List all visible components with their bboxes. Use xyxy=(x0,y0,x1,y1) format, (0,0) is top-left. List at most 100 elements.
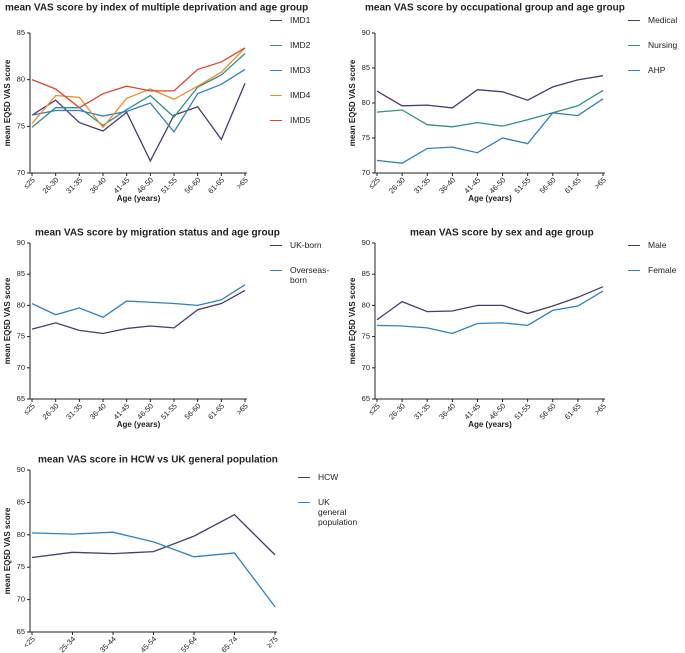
y-tick-label: 80 xyxy=(17,300,25,309)
chart-title: mean VAS score by occupational group and… xyxy=(365,3,625,14)
series-line xyxy=(376,286,604,321)
y-tick-label: 75 xyxy=(17,332,25,341)
y-tick-label: 75 xyxy=(362,332,370,341)
x-tick-label: 51-55 xyxy=(159,401,179,421)
x-tick-label: 36-40 xyxy=(437,401,457,421)
series-line xyxy=(31,47,246,129)
legend-item: AHP xyxy=(628,65,683,90)
x-tick-label: 56-60 xyxy=(538,401,558,421)
chart-panel: mean VAS score in HCW vs UK general popu… xyxy=(0,450,360,653)
y-tick-label: 65 xyxy=(362,394,370,403)
legend: IMD1 IMD2 IMD3 IMD4 IMD5 xyxy=(270,15,330,140)
legend-swatch xyxy=(628,245,640,246)
legend-swatch xyxy=(270,245,282,246)
x-tick-label: >65 xyxy=(592,175,607,190)
x-tick-label: 25-34 xyxy=(57,634,77,653)
x-tick-label: ≤25 xyxy=(22,401,37,416)
y-tick-label: 75 xyxy=(17,562,25,571)
legend-item: IMD2 xyxy=(270,40,330,65)
series-line xyxy=(31,83,246,163)
x-tick-label: 46-50 xyxy=(487,401,507,421)
legend: HCW UK general population xyxy=(298,472,357,527)
y-axis-title: mean EQ5D VAS score xyxy=(348,59,357,146)
x-tick-label: 26-30 xyxy=(387,175,407,195)
legend-item: HCW xyxy=(298,472,353,497)
legend-item: Male xyxy=(628,240,683,265)
y-tick-label: 80 xyxy=(362,98,370,107)
x-tick-label: 51-55 xyxy=(513,401,533,421)
y-tick-label: 90 xyxy=(362,28,370,37)
x-tick-label: 31-35 xyxy=(412,175,432,195)
y-axis-title: mean EQ5D VAS score xyxy=(3,59,12,146)
legend-label: AHP xyxy=(648,65,666,75)
chart-panel: mean VAS score by occupational group and… xyxy=(345,0,685,215)
series-line xyxy=(31,47,246,109)
x-tick-label: 61-65 xyxy=(563,175,583,195)
legend-swatch xyxy=(270,20,282,21)
x-tick-label: 55-64 xyxy=(179,634,199,653)
series-line xyxy=(376,75,604,109)
y-tick-label: 70 xyxy=(17,363,25,372)
legend-label: UK general population xyxy=(318,497,358,527)
legend-swatch xyxy=(270,270,282,271)
x-axis-title: Age (years) xyxy=(468,194,512,203)
x-tick-label: 56-60 xyxy=(183,401,203,421)
series-line xyxy=(376,98,604,164)
x-tick-label: 35-44 xyxy=(98,634,118,653)
chart: mean VAS score in HCW vs UK general popu… xyxy=(3,455,280,653)
chart: mean VAS score by index of multiple depr… xyxy=(3,3,308,203)
legend-swatch xyxy=(270,70,282,71)
x-tick-label: 41-45 xyxy=(112,175,132,195)
chart-title: mean VAS score in HCW vs UK general popu… xyxy=(38,455,278,466)
x-tick-label: 41-45 xyxy=(112,401,132,421)
legend-label: UK-born xyxy=(290,240,322,250)
chart-panel: mean VAS score by migration status and a… xyxy=(0,225,340,440)
legend-label: IMD4 xyxy=(290,90,311,100)
x-tick-label: 26-30 xyxy=(41,401,61,421)
x-tick-label: >65 xyxy=(234,175,249,190)
x-tick-label: 26-30 xyxy=(41,175,61,195)
chart-panel: mean VAS score by index of multiple depr… xyxy=(0,0,340,215)
chart: mean VAS score by occupational group and… xyxy=(348,3,625,203)
y-axis-title: mean EQ5D VAS score xyxy=(348,277,357,364)
x-tick-label: 51-55 xyxy=(513,175,533,195)
x-tick-label: 65-74 xyxy=(219,634,239,653)
legend-item: IMD3 xyxy=(270,65,330,90)
series-line xyxy=(31,284,246,318)
x-tick-label: 31-35 xyxy=(412,401,432,421)
legend-item: UK-born xyxy=(270,240,340,265)
legend-label: HCW xyxy=(318,472,339,482)
x-tick-label: ≤25 xyxy=(367,175,382,190)
y-tick-label: 80 xyxy=(362,300,370,309)
x-tick-label: 41-45 xyxy=(462,401,482,421)
legend-label: Male xyxy=(648,240,667,250)
x-tick-label: 46-50 xyxy=(135,401,155,421)
x-tick-label: <25 xyxy=(21,634,36,649)
legend-item: Overseas-born xyxy=(270,265,340,290)
legend-swatch xyxy=(298,502,310,503)
y-tick-label: 80 xyxy=(17,530,25,539)
x-tick-label: 61-65 xyxy=(563,401,583,421)
legend-item: Nursing xyxy=(628,40,683,65)
legend-swatch xyxy=(270,45,282,46)
y-tick-label: 70 xyxy=(362,168,370,177)
legend-label: Female xyxy=(648,265,677,275)
x-axis-title: Age (years) xyxy=(468,420,512,429)
x-axis-title: Age (years) xyxy=(117,420,161,429)
y-tick-label: 90 xyxy=(17,238,25,247)
legend-label: Medical xyxy=(648,15,678,25)
x-tick-label: 61-65 xyxy=(206,401,226,421)
series-line xyxy=(31,289,246,335)
y-tick-label: 75 xyxy=(17,121,25,130)
y-tick-label: 70 xyxy=(17,595,25,604)
y-tick-label: 90 xyxy=(17,465,25,474)
x-tick-label: 46-50 xyxy=(135,175,155,195)
x-tick-label: 36-40 xyxy=(437,175,457,195)
x-tick-label: 36-40 xyxy=(88,401,108,421)
x-tick-label: 45-54 xyxy=(138,634,158,653)
legend: Male Female xyxy=(628,240,683,290)
series-line xyxy=(31,513,276,559)
chart: mean VAS score by migration status and a… xyxy=(3,228,280,429)
legend-label: Overseas-born xyxy=(290,265,330,285)
legend-item: IMD1 xyxy=(270,15,330,40)
